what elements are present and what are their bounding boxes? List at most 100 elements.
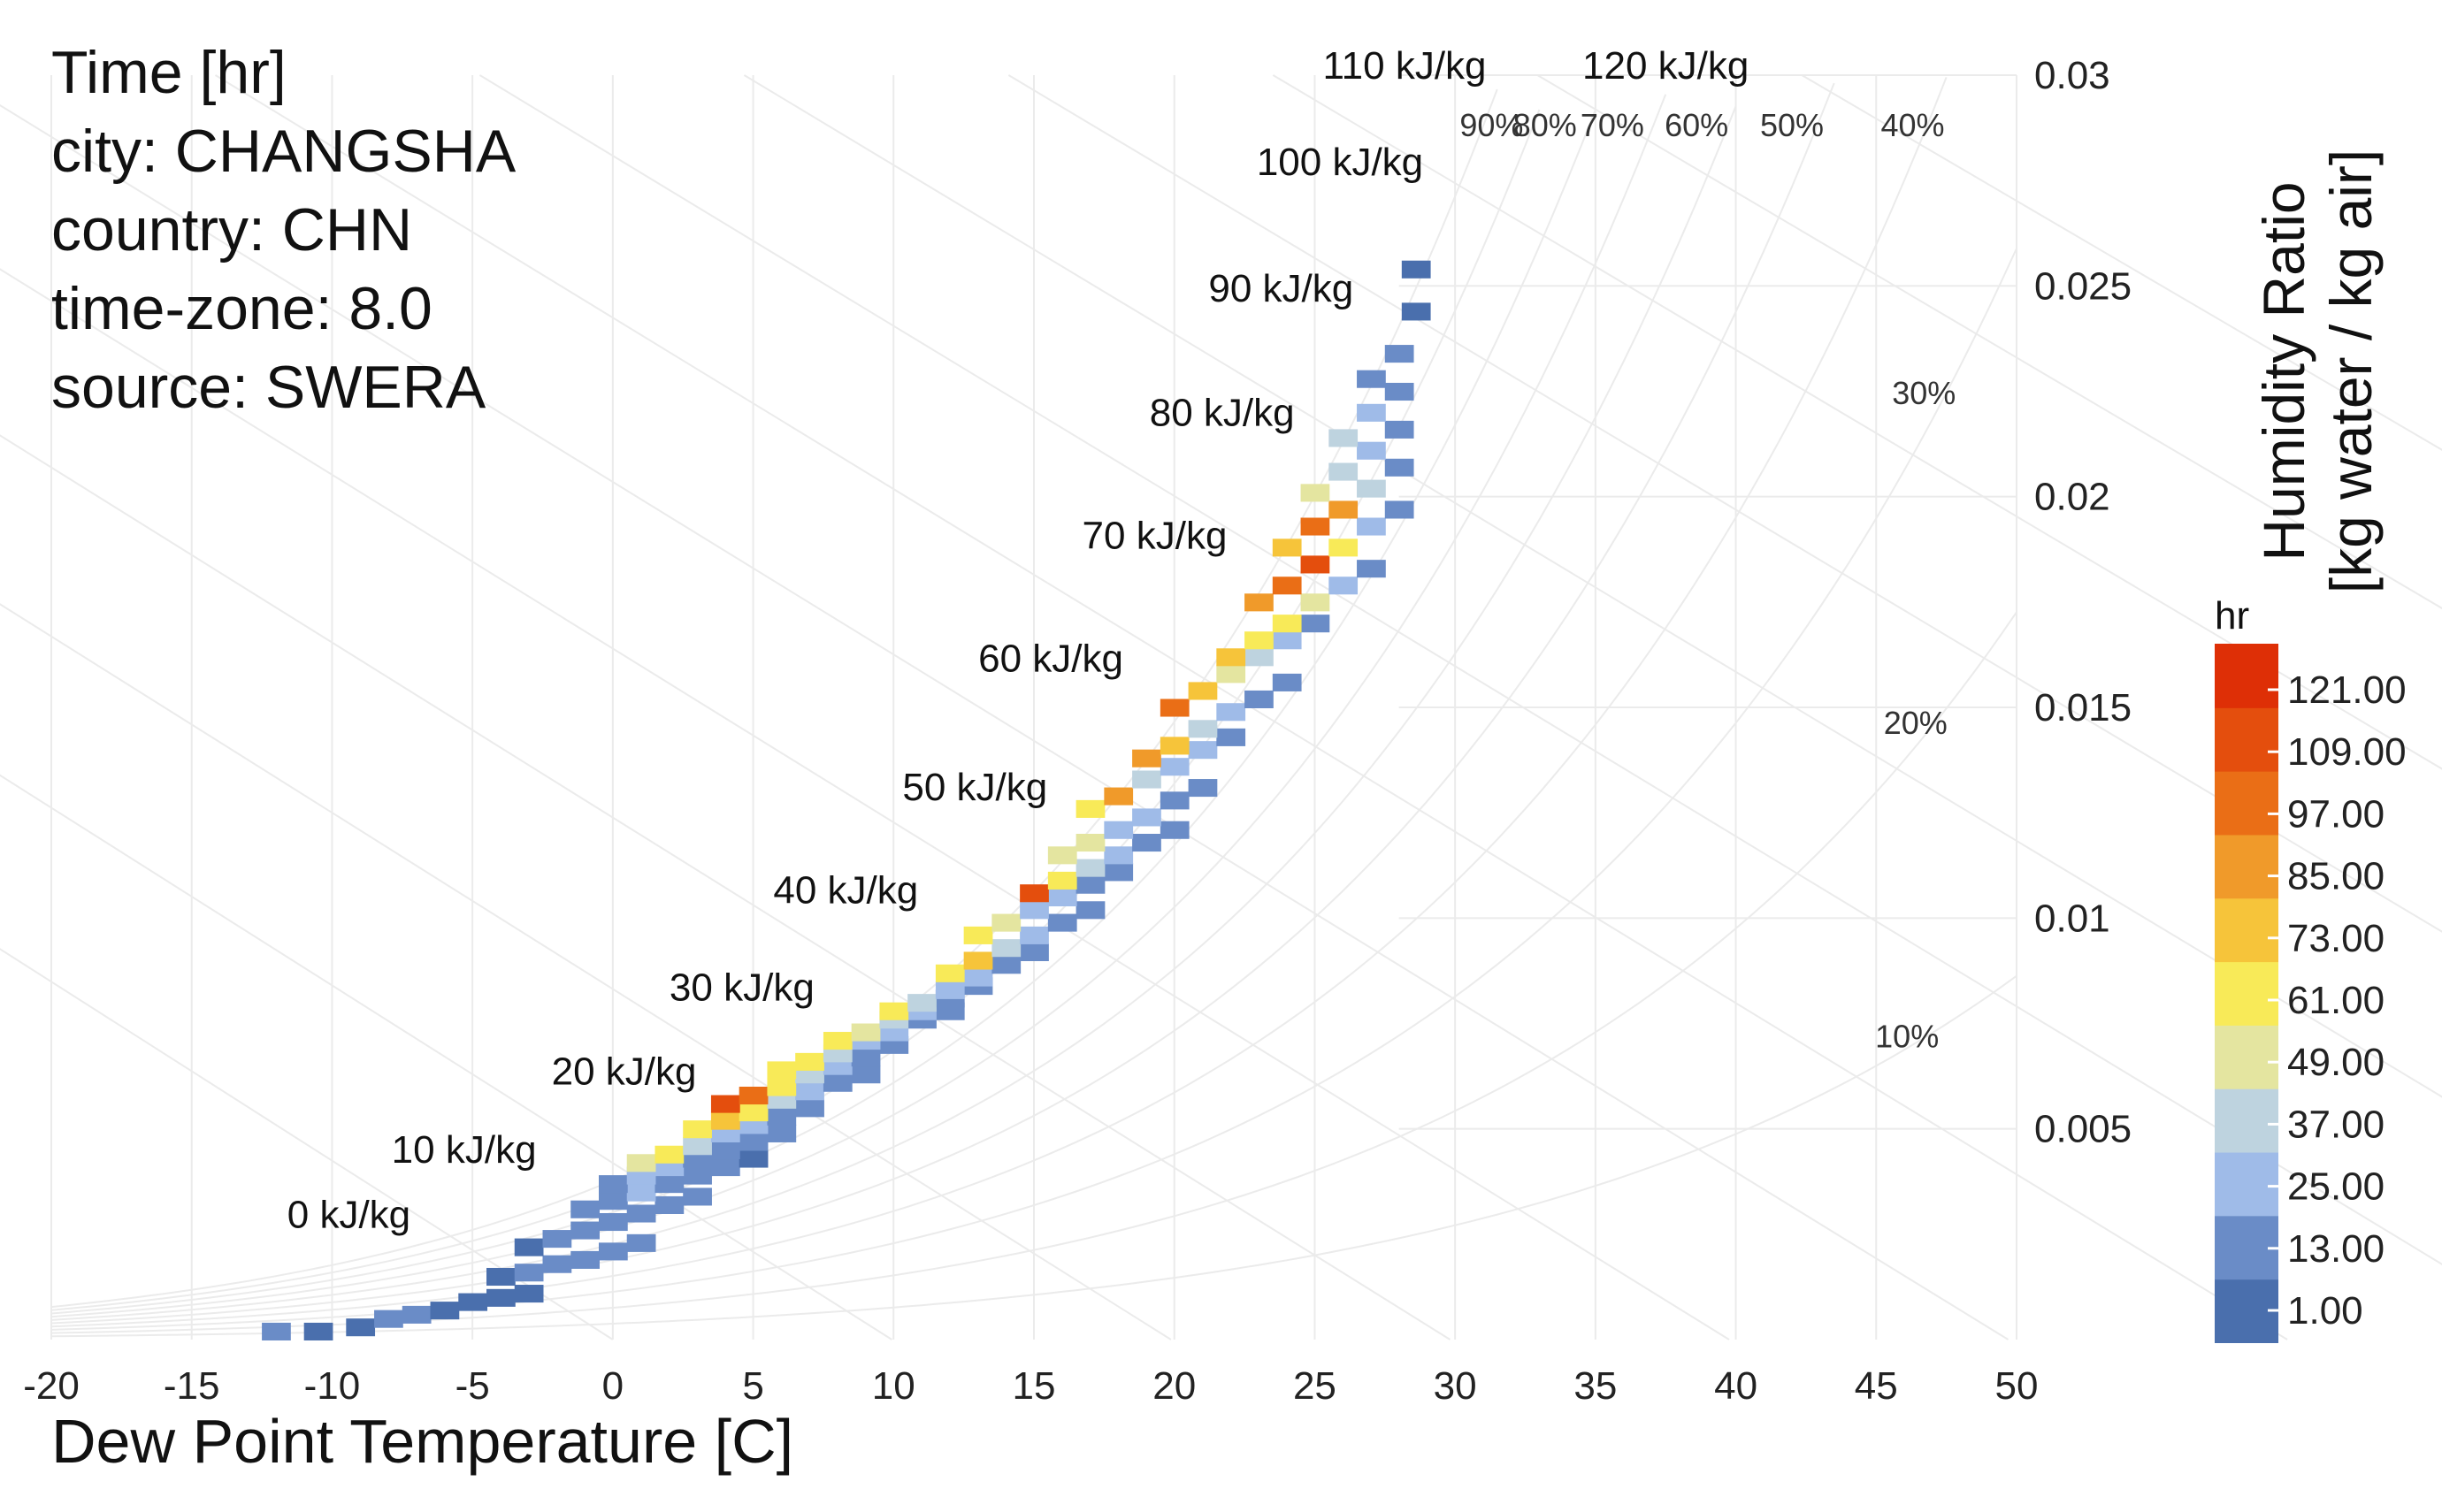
- y-tick-label: 0.03: [2034, 54, 2110, 97]
- heatmap-cell: [823, 1073, 853, 1092]
- enthalpy-labels: 0 kJ/kg 10 kJ/kg 20 kJ/kg 30 kJ/kg 40 kJ/kg 5…: [287, 44, 1749, 1237]
- heatmap-cell: [1020, 901, 1049, 920]
- heatmap-cell: [1357, 517, 1386, 536]
- rh-label: 30%: [1892, 375, 1956, 411]
- heatmap-cell: [1328, 462, 1359, 481]
- heatmap-cell: [683, 1137, 712, 1156]
- legend-swatch: [2215, 770, 2278, 836]
- rh-label: 60%: [1665, 107, 1728, 143]
- heatmap-cell: [795, 1099, 824, 1118]
- heatmap-cell: [598, 1175, 628, 1194]
- chart-title: Time [hr]: [51, 39, 287, 106]
- legend-swatch: [2215, 1088, 2278, 1153]
- legend-swatch: [2215, 1024, 2278, 1089]
- heatmap-cell: [626, 1183, 656, 1202]
- heatmap-cell: [598, 1242, 628, 1261]
- heatmap-cell: [1020, 884, 1049, 903]
- heatmap-cell: [907, 994, 937, 1012]
- enthalpy-label: 50 kJ/kg: [902, 766, 1047, 809]
- x-tick-label: 0: [602, 1364, 624, 1408]
- heatmap-cell: [1104, 787, 1134, 806]
- legend-label: 49.00: [2287, 1041, 2385, 1084]
- country-label: country: CHN: [51, 196, 413, 263]
- legend-swatch: [2215, 897, 2278, 963]
- heatmap-cell: [963, 926, 993, 944]
- heatmap-cell: [1132, 749, 1161, 767]
- heatmap-cell: [1300, 615, 1330, 633]
- enthalpy-line: [0, 948, 614, 1340]
- heatmap-cell: [1328, 577, 1359, 595]
- heatmap-cell: [514, 1238, 544, 1256]
- x-tick-label: 20: [1152, 1364, 1196, 1408]
- legend-label: 25.00: [2287, 1165, 2385, 1209]
- rh-curve: [50, 94, 1667, 1318]
- info-block: Time [hr] city: CHANGSHA country: CHN ti…: [51, 34, 516, 427]
- enthalpy-label: 60 kJ/kg: [978, 637, 1123, 680]
- heatmap-cell: [1160, 699, 1190, 717]
- rh-curve: [50, 109, 1596, 1315]
- enthalpy-label: 80 kJ/kg: [1150, 392, 1295, 435]
- heatmap-cell: [626, 1154, 656, 1172]
- heatmap-cell: [1188, 741, 1218, 760]
- heatmap-cell: [1357, 370, 1386, 388]
- enthalpy-line: [743, 74, 2442, 1098]
- source-label: source: SWERA: [51, 354, 486, 421]
- heatmap-cell: [851, 1065, 881, 1084]
- legend-label: 13.00: [2287, 1227, 2385, 1271]
- heatmap-cell: [935, 981, 965, 999]
- x-tick-label: 40: [1714, 1364, 1757, 1408]
- heatmap-cell: [1020, 943, 1049, 961]
- x-tick-label: 30: [1434, 1364, 1477, 1408]
- x-tick-label: -5: [455, 1364, 490, 1408]
- heatmap-cell: [1047, 888, 1077, 907]
- heatmap-cell: [458, 1293, 488, 1311]
- heatmap-cell: [683, 1187, 712, 1206]
- x-tick-label: -15: [164, 1364, 220, 1408]
- x-axis-ticks: -20 -15 -10 -5 0 5 10 15 20 25 30 35 40 45 50: [23, 1364, 2038, 1408]
- heatmap-cell: [1188, 779, 1218, 798]
- x-tick-label: 35: [1573, 1364, 1617, 1408]
- heatmap-cell: [739, 1103, 769, 1122]
- y-axis-title: Humidity Ratio [kg water / kg air]: [2250, 149, 2385, 594]
- timezone-label: time-zone: 8.0: [51, 275, 433, 342]
- heatmap-cell: [1300, 484, 1330, 502]
- heatmap-cell: [1160, 791, 1190, 810]
- heatmap-cell: [710, 1141, 740, 1160]
- heatmap-cell: [1216, 728, 1246, 746]
- x-axis-title: Dew Point Temperature [C]: [51, 1407, 794, 1476]
- heatmap-cell: [1244, 648, 1274, 667]
- heatmap-cell: [1300, 517, 1330, 536]
- heatmap-cell: [1020, 926, 1049, 944]
- heatmap-cell: [1244, 631, 1274, 650]
- legend-swatch: [2215, 644, 2278, 708]
- heatmap-cell: [1384, 382, 1414, 401]
- heatmap-cell: [1384, 500, 1414, 519]
- rh-curve: [50, 974, 2017, 1338]
- heatmap-cell: [374, 1310, 403, 1328]
- heatmap-cell: [1047, 846, 1077, 865]
- legend-swatch: [2215, 961, 2278, 1026]
- x-tick-label: -20: [23, 1364, 80, 1408]
- heatmap-cell: [655, 1145, 685, 1164]
- heatmap-cell: [767, 1061, 797, 1080]
- enthalpy-line: [1536, 74, 2442, 610]
- enthalpy-label: 10 kJ/kg: [392, 1128, 537, 1172]
- x-tick-label: 50: [1995, 1364, 2039, 1408]
- heatmap-cell: [542, 1255, 572, 1273]
- rh-label: 90%: [1459, 107, 1523, 143]
- heatmap-cell: [1104, 863, 1134, 882]
- y-tick-label: 0.005: [2034, 1108, 2132, 1151]
- heatmap-cell: [1160, 758, 1190, 776]
- heatmap-cell: [935, 964, 965, 982]
- heatmap-cell: [570, 1221, 600, 1240]
- heatmap-cell: [1357, 479, 1386, 498]
- x-tick-label: 25: [1293, 1364, 1336, 1408]
- heatmap-cell: [710, 1158, 740, 1177]
- heatmap-cell: [486, 1267, 516, 1287]
- heatmap-cell: [1384, 345, 1414, 363]
- relative-humidity-labels: 90%80% 70% 60% 50% 40% 30% 20% 10%: [1459, 107, 1956, 1055]
- heatmap-cell: [1188, 720, 1218, 738]
- rh-curve: [50, 77, 1948, 1328]
- rh-curve: [50, 105, 1737, 1321]
